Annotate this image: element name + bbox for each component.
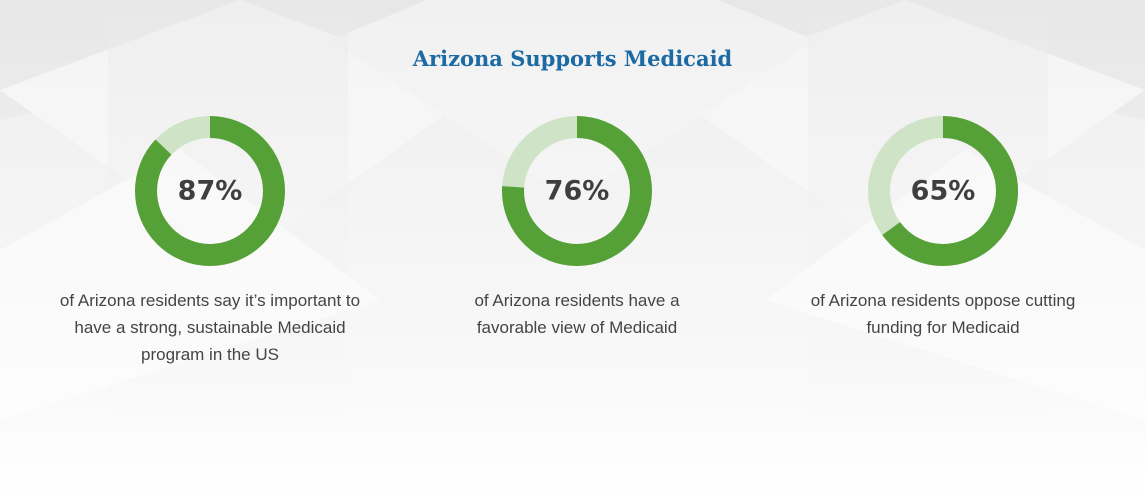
- page-title: Arizona Supports Medicaid: [412, 46, 733, 71]
- stat-card: 87% of Arizona residents say it’s import…: [40, 114, 380, 368]
- stat-caption: of Arizona residents say it’s important …: [40, 287, 380, 368]
- caption-line: of Arizona residents have a: [474, 291, 680, 310]
- donut-chart: 65%: [868, 116, 1018, 266]
- donut-percent-label: 65%: [911, 176, 976, 207]
- caption-line: funding for Medicaid: [866, 318, 1020, 337]
- caption-line: of Arizona residents say it’s important …: [59, 291, 361, 310]
- caption-line: have a strong, sustainable Medicaid: [74, 318, 346, 337]
- stat-card: 76% of Arizona residents have a favorabl…: [407, 114, 747, 341]
- donut-value-arc: [868, 116, 1018, 266]
- caption-line: program in the US: [141, 345, 279, 364]
- donut-value-arc: [135, 116, 285, 266]
- caption-line: favorable view of Medicaid: [476, 318, 678, 337]
- stat-card: 65% of Arizona residents oppose cutting …: [773, 114, 1113, 341]
- donut-value-arc: [502, 116, 652, 266]
- donut-chart: 87%: [135, 116, 285, 266]
- donut-percent-label: 87%: [178, 176, 243, 207]
- stat-caption: of Arizona residents have a favorable vi…: [407, 287, 747, 341]
- donut-chart: 76%: [502, 116, 652, 266]
- stat-caption: of Arizona residents oppose cutting fund…: [773, 287, 1113, 341]
- caption-line: of Arizona residents oppose cutting: [810, 291, 1076, 310]
- donut-percent-label: 76%: [545, 176, 610, 207]
